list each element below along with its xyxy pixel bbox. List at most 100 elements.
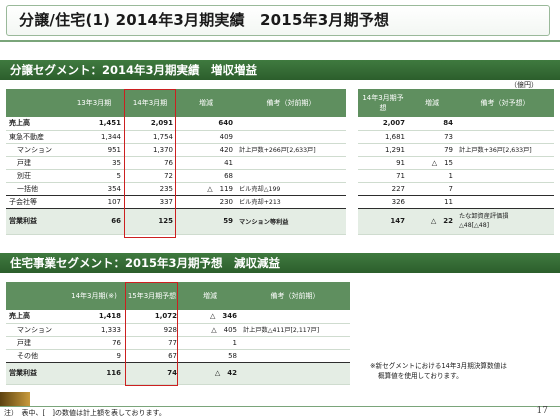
table-row: 1,291 79 計上戸数+36戸[2,633戸] [358,143,554,157]
value-fy14: 116 [64,362,124,385]
bunjo-results-table: 13年3月期 14年3月期 増減 備考（対前期） 売上高 1,451 2,091… [6,89,346,235]
value-forecast: 147 [358,208,408,235]
value-forecast: 1,291 [358,143,408,157]
table-row: その他 9 67 58 [6,349,350,363]
table-row: 326 11 [358,195,554,209]
page-number: 17 [536,406,548,416]
value-diff: 640 [176,117,236,131]
header-blank [6,282,64,310]
value-note: マンション等利益 [236,208,346,235]
value-diff: 11 [408,195,456,209]
table-row: 子会社等 107 337 230 ビル売却+213 [6,195,346,209]
value-diff: △ 42 [180,362,240,385]
row-label: 一括他 [6,182,64,196]
value-note [236,156,346,170]
footer-divider [0,406,560,407]
value-fy14: 1,754 [124,130,176,144]
value-fy15: 74 [124,362,180,385]
table-row: 91 △ 15 [358,156,554,170]
table-row: 売上高 1,451 2,091 640 [6,117,346,131]
segment-note: ※新セグメントにおける14年3月期決算数値は 概算値を使用しております。 [370,361,507,381]
value-fy14: 235 [124,182,176,196]
value-diff: △ 119 [176,182,236,196]
value-note [236,130,346,144]
row-label: 戸建 [6,336,64,350]
value-fy15: 1,072 [124,310,180,324]
value-fy14: 1,418 [64,310,124,324]
value-note: 計上戸数△411戸[2,117戸] [240,323,350,337]
value-fy14: 76 [124,156,176,170]
table-row: マンション 1,333 928 △ 405 計上戸数△411戸[2,117戸] [6,323,350,337]
value-fy14: 9 [64,349,124,363]
housing-forecast-table: 14年3月期(※) 15年3月期予想 増減 備考（対前期） 売上高 1,418 … [6,282,350,385]
value-note [236,169,346,183]
table-row: 戸建 35 76 41 [6,156,346,170]
table-row: 東急不動産 1,344 1,754 409 [6,130,346,144]
value-diff: 79 [408,143,456,157]
value-diff: 41 [176,156,236,170]
footer-accent-bar [0,392,30,406]
value-note [456,169,554,183]
header-forecast: 14年3月期予想 [358,89,408,117]
header-diff: 増減 [408,89,456,117]
table-row: 営業利益 66 125 59 マンション等利益 [6,208,346,235]
value-diff: △ 405 [180,323,240,337]
row-label: 売上高 [6,310,64,324]
value-fy13: 1,344 [64,130,124,144]
row-label: 子会社等 [6,195,64,209]
section2-header: 住宅事業セグメント：2015年3月期予想 減収減益 [0,253,560,273]
table-row: 227 7 [358,182,554,196]
row-label: マンション [6,143,64,157]
note-line-1: たな卸資産評価損 [459,213,509,220]
header-blank [6,89,64,117]
value-note: 計上戸数+36戸[2,633戸] [456,143,554,157]
value-note [456,182,554,196]
value-diff: △ 346 [180,310,240,324]
row-label: 営業利益 [6,208,64,235]
value-fy14: 125 [124,208,176,235]
value-forecast: 227 [358,182,408,196]
value-fy13: 66 [64,208,124,235]
header-fy13: 13年3月期 [64,89,124,117]
value-fy14: 76 [64,336,124,350]
value-diff: 7 [408,182,456,196]
table-row: 一括他 354 235 △ 119 ビル売却△199 [6,182,346,196]
table-row: 別荘 5 72 68 [6,169,346,183]
value-fy14: 72 [124,169,176,183]
value-fy13: 354 [64,182,124,196]
header-fy14: 14年3月期 [124,89,176,117]
value-diff: 1 [180,336,240,350]
row-label: 東急不動産 [6,130,64,144]
header-fy15-forecast: 15年3月期予想 [124,282,180,310]
value-diff: 420 [176,143,236,157]
value-fy15: 67 [124,349,180,363]
value-diff: △ 15 [408,156,456,170]
table-row: 営業利益 116 74 △ 42 [6,362,350,385]
value-note [456,117,554,131]
value-note [236,117,346,131]
header-notes: 備考（対予想） [456,89,554,117]
value-note [240,349,350,363]
value-forecast: 1,681 [358,130,408,144]
value-note: たな卸資産評価損 △48[△48] [456,208,554,235]
value-fy15: 77 [124,336,180,350]
value-note [240,336,350,350]
value-diff: 73 [408,130,456,144]
value-diff: 1 [408,169,456,183]
header-diff: 増減 [180,282,240,310]
value-fy15: 928 [124,323,180,337]
value-forecast: 326 [358,195,408,209]
row-label: 売上高 [6,117,64,131]
value-forecast: 91 [358,156,408,170]
value-diff: △ 22 [408,208,456,235]
row-label: その他 [6,349,64,363]
value-fy13: 107 [64,195,124,209]
value-note [456,156,554,170]
value-diff: 230 [176,195,236,209]
title-divider [0,40,560,42]
table-row: 戸建 76 77 1 [6,336,350,350]
table-row: マンション 951 1,370 420 計上戸数+266戸[2,633戸] [6,143,346,157]
table-row: 71 1 [358,169,554,183]
row-label: 別荘 [6,169,64,183]
row-label: マンション [6,323,64,337]
